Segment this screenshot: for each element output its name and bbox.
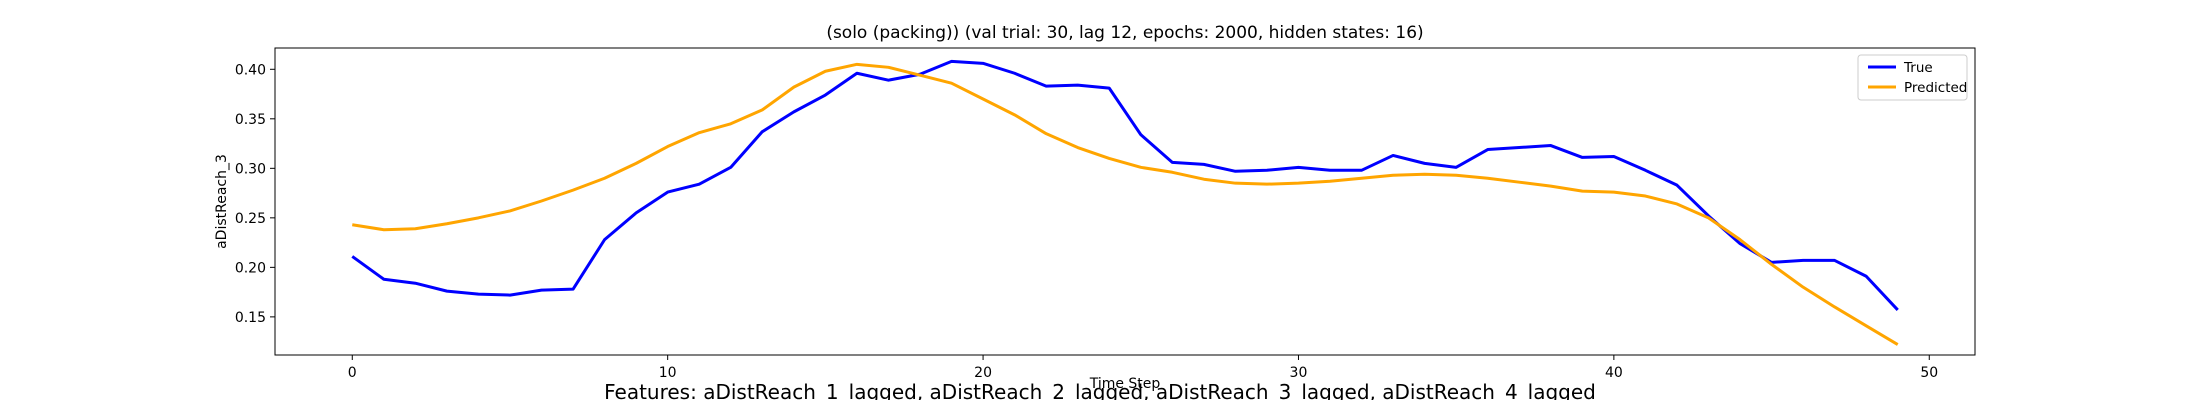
legend-label-true: True xyxy=(1903,60,1933,76)
x-tick-label: 40 xyxy=(1605,365,1623,381)
series-line-predicted xyxy=(352,62,1899,346)
y-tick-label: 0.25 xyxy=(235,211,266,227)
y-axis-label: aDistReach_3 xyxy=(214,154,230,249)
x-tick-label: 30 xyxy=(1290,365,1308,381)
axes-frame xyxy=(274,47,1976,356)
y-tick-label: 0.15 xyxy=(235,310,266,326)
features-caption: Features: aDistReach_1_lagged, aDistReac… xyxy=(604,380,1596,400)
x-tick-label: 50 xyxy=(1920,365,1938,381)
x-tick-label: 10 xyxy=(659,365,677,381)
x-tick-label: 0 xyxy=(348,365,357,381)
x-axis-label: Time Step xyxy=(1089,376,1161,392)
chart-title: (solo (packing)) (val trial: 30, lag 12,… xyxy=(826,23,1423,43)
x-tick-label: 20 xyxy=(974,365,992,381)
x-axis: 0 10 20 30 40 50 xyxy=(348,355,1938,381)
y-axis: 0.15 0.20 0.25 0.30 0.35 0.40 xyxy=(235,62,275,326)
y-tick-label: 0.20 xyxy=(235,260,266,276)
y-tick-label: 0.40 xyxy=(235,62,266,78)
series-line-true xyxy=(351,59,1899,311)
series-layer xyxy=(351,59,1899,346)
legend-label-predicted: Predicted xyxy=(1904,80,1967,96)
y-tick-label: 0.35 xyxy=(235,112,266,128)
y-tick-label: 0.30 xyxy=(235,161,266,177)
legend: True Predicted xyxy=(1857,54,1968,101)
